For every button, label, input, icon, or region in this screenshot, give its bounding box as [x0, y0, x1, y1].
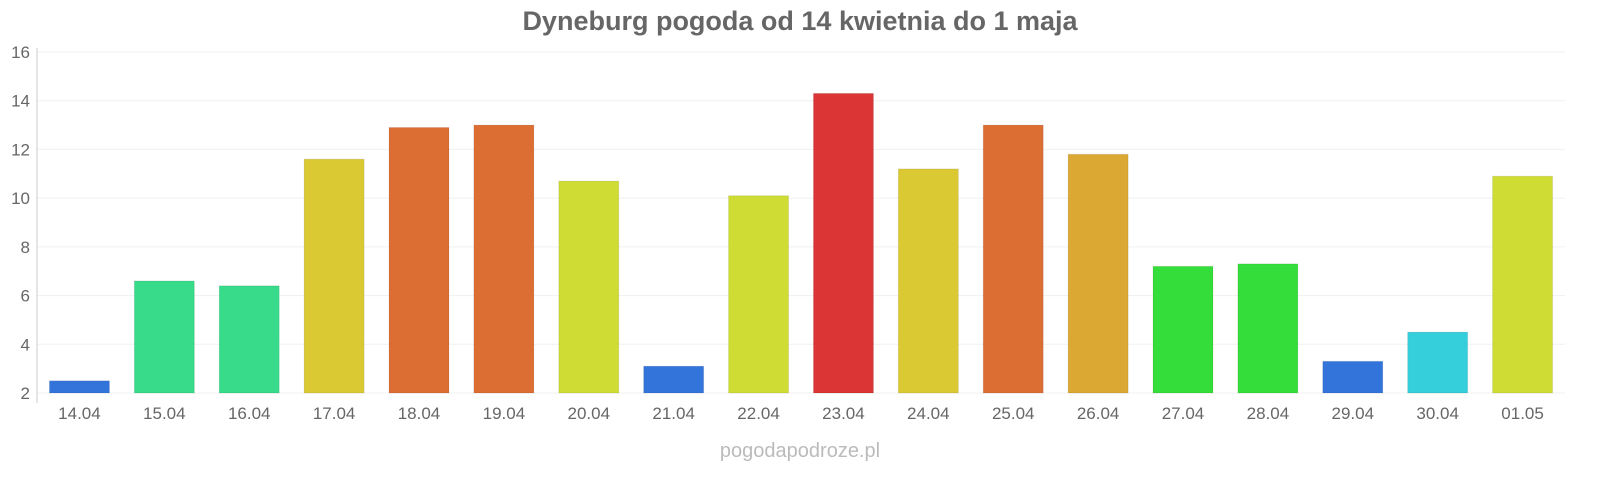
bar-14.04 — [48, 380, 110, 394]
x-tick-label: 21.04 — [652, 404, 695, 423]
bar-26.04 — [1067, 153, 1129, 394]
bar-01.05 — [1492, 175, 1554, 394]
x-tick-label: 18.04 — [398, 404, 441, 423]
x-tick-label: 26.04 — [1077, 404, 1120, 423]
x-tick-label: 01.05 — [1501, 404, 1544, 423]
y-tick-label: 12 — [11, 140, 30, 159]
bar-18.04 — [388, 127, 450, 394]
x-tick-label: 14.04 — [58, 404, 101, 423]
y-tick-label: 16 — [11, 43, 30, 62]
bar-19.04 — [473, 124, 535, 394]
bar-22.04 — [728, 195, 790, 394]
bar-25.04 — [982, 124, 1044, 394]
source-credit: pogodapodroze.pl — [719, 440, 881, 462]
y-tick-label: 8 — [21, 238, 30, 257]
x-tick-label: 30.04 — [1416, 404, 1459, 423]
x-tick-label: 29.04 — [1332, 404, 1375, 423]
chart-title: Dyneburg pogoda od 14 kwietnia do 1 maja — [522, 6, 1078, 36]
bar-28.04 — [1237, 263, 1299, 394]
y-tick-label: 2 — [21, 384, 30, 403]
bar-21.04 — [643, 365, 705, 394]
x-tick-label: 28.04 — [1247, 404, 1290, 423]
bar-30.04 — [1407, 331, 1469, 394]
bar-29.04 — [1322, 360, 1384, 394]
x-tick-label: 16.04 — [228, 404, 271, 423]
x-tick-label: 27.04 — [1162, 404, 1205, 423]
y-tick-label: 14 — [11, 92, 30, 111]
x-tick-label: 19.04 — [483, 404, 526, 423]
bar-15.04 — [133, 280, 195, 394]
bar-23.04 — [812, 92, 874, 394]
x-tick-label: 22.04 — [737, 404, 780, 423]
x-tick-label: 23.04 — [822, 404, 865, 423]
x-tick-label: 15.04 — [143, 404, 186, 423]
y-tick-label: 4 — [21, 335, 30, 354]
x-tick-label: 24.04 — [907, 404, 950, 423]
bar-20.04 — [558, 180, 620, 394]
y-tick-label: 6 — [21, 287, 30, 306]
x-tick-label: 17.04 — [313, 404, 356, 423]
bar-16.04 — [218, 285, 280, 394]
y-tick-label: 10 — [11, 189, 30, 208]
bar-24.04 — [897, 168, 959, 394]
bar-27.04 — [1152, 265, 1214, 394]
x-tick-label: 20.04 — [568, 404, 611, 423]
x-tick-label: 25.04 — [992, 404, 1035, 423]
bar-17.04 — [303, 158, 365, 394]
